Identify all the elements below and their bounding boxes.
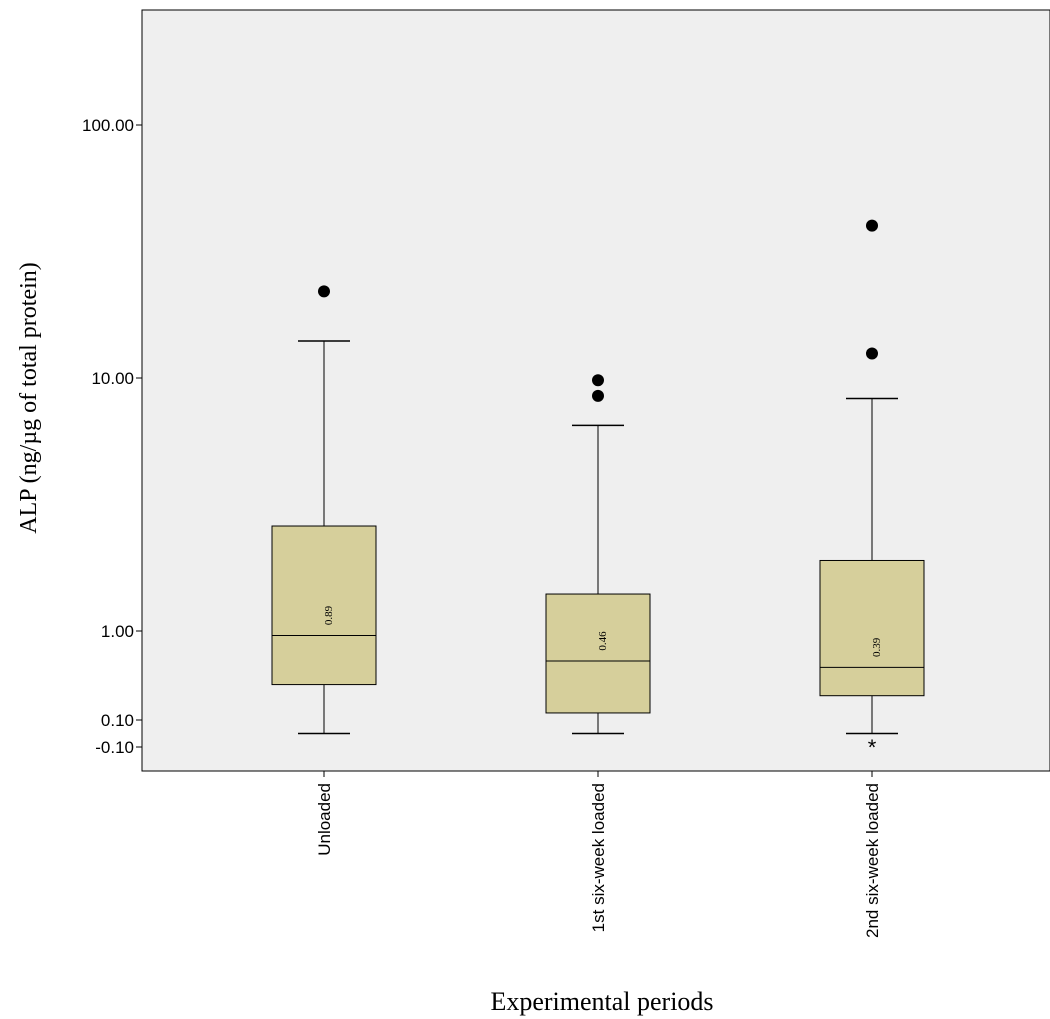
y-tick-label: 1.00	[101, 622, 134, 641]
box-group: 0.89	[271, 285, 377, 735]
box	[819, 559, 925, 697]
outlier-point	[318, 285, 330, 298]
box-group: 0.39 *	[819, 219, 925, 760]
median-label: 0.46	[597, 631, 609, 651]
box-series: 0.89 0.46 0.39 *	[271, 219, 925, 760]
extreme-point: *	[868, 735, 877, 760]
y-tick-label: 10.00	[91, 369, 134, 388]
outlier-point	[592, 389, 604, 402]
y-axis-title: ALP (ng/µg of total protein)	[16, 262, 42, 534]
median-label: 0.89	[323, 605, 335, 625]
y-tick-label: 0.10	[101, 711, 134, 730]
category-label: 1st six-week loaded	[589, 783, 608, 932]
outlier-point	[866, 347, 878, 360]
y-axis: 100.00 10.00 1.00 0.10 -0.10	[82, 116, 142, 757]
box	[271, 525, 377, 686]
category-label: 2nd six-week loaded	[863, 783, 882, 938]
box-group: 0.46	[545, 374, 651, 735]
median-label: 0.39	[871, 637, 883, 657]
y-tick-label: 100.00	[82, 116, 134, 135]
outlier-point	[592, 374, 604, 387]
outlier-point	[866, 219, 878, 232]
x-axis-title: Experimental periods	[490, 987, 713, 1016]
x-axis: Unloaded 1st six-week loaded 2nd six-week …	[315, 771, 882, 938]
y-tick-label: -0.10	[95, 738, 134, 757]
category-label: Unloaded	[315, 783, 334, 856]
box	[545, 593, 651, 714]
